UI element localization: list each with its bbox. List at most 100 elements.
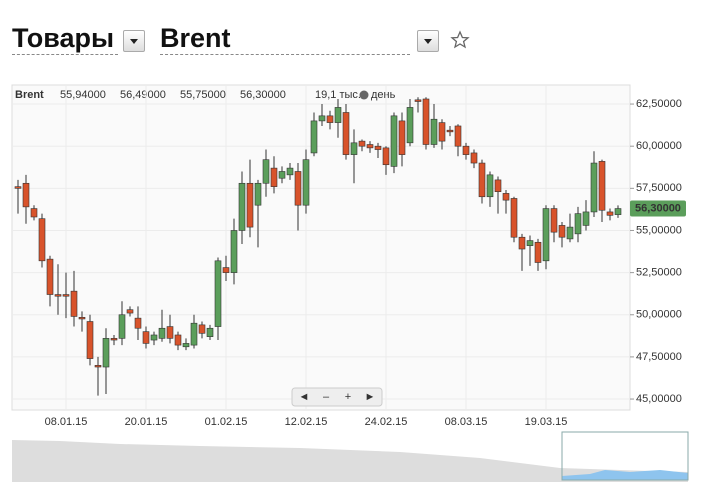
candle-body (446, 129, 454, 133)
candle-body (158, 327, 166, 339)
candle-body (246, 182, 254, 228)
candle-body (406, 107, 414, 144)
candle-body (230, 230, 238, 273)
header: Товары Brent (0, 0, 705, 70)
candle-body (142, 331, 150, 344)
category-dropdown[interactable] (123, 30, 145, 52)
candle-body (182, 343, 190, 348)
candle-body (374, 145, 382, 150)
candle-body (510, 198, 518, 238)
candle-body (366, 144, 374, 149)
navigator-area (12, 440, 688, 482)
candle-body (494, 179, 502, 193)
candle-body (590, 162, 598, 213)
info-name: Brent (15, 89, 44, 101)
plot-area (11, 84, 631, 411)
candle-body (30, 208, 38, 218)
candle-body (454, 125, 462, 147)
navigator-window[interactable] (561, 431, 689, 481)
y-tick-label: 55,00000 (636, 224, 682, 236)
instrument-title: Brent (160, 22, 410, 55)
candle-body (462, 145, 470, 155)
candle-body (550, 208, 558, 233)
candle-body (518, 236, 526, 250)
candle-body (70, 290, 78, 317)
x-tick-label: 08.03.15 (445, 416, 488, 428)
candle-body (238, 182, 246, 231)
candle-body (118, 314, 126, 339)
candle-body (46, 258, 54, 295)
candle-body (326, 115, 334, 123)
candle-body (254, 182, 262, 206)
candle-body (390, 115, 398, 167)
candle-body (22, 182, 30, 208)
candle-body (110, 338, 118, 341)
info-value: 56,49000 (120, 89, 166, 101)
candle-body (534, 241, 542, 263)
candle-body (526, 240, 534, 246)
candle-body (190, 322, 198, 346)
candle-body (102, 338, 110, 368)
candle-body (198, 324, 206, 334)
x-tick-label: 12.02.15 (285, 416, 328, 428)
candle-body (342, 112, 350, 155)
nav-button[interactable]: – (323, 391, 330, 403)
candle-body (126, 309, 134, 314)
nav-button[interactable]: + (345, 391, 351, 403)
candle-body (614, 208, 622, 215)
candle-body (558, 225, 566, 238)
info-value: 55,94000 (60, 89, 106, 101)
candle-body (150, 334, 158, 341)
x-tick-label: 19.03.15 (525, 416, 568, 428)
candle-body (478, 162, 486, 198)
nav-button[interactable]: ◄ (299, 391, 310, 403)
candle-body (606, 211, 614, 216)
last-price-label: 56,30000 (635, 202, 681, 214)
candle-body (206, 327, 214, 337)
candle-body (78, 316, 86, 320)
candle-body (302, 159, 310, 206)
y-tick-label: 60,00000 (636, 140, 682, 152)
y-tick-label: 47,50000 (636, 351, 682, 363)
instrument-dropdown[interactable] (417, 30, 439, 52)
candle-body (470, 152, 478, 164)
y-tick-label: 52,50000 (636, 267, 682, 279)
navigator-selection-area (562, 470, 688, 480)
category-title: Товары (12, 22, 118, 55)
candle-body (574, 213, 582, 235)
candle-body (582, 211, 590, 226)
candle-body (94, 365, 102, 368)
last-price-box (630, 200, 686, 217)
candle-body (486, 174, 494, 198)
candle-body (14, 186, 22, 189)
candle-body (502, 193, 510, 201)
candle-body (398, 120, 406, 155)
candle-body (358, 140, 366, 147)
info-value: 55,75000 (180, 89, 226, 101)
info-value: 56,30000 (240, 89, 286, 101)
candle-body (566, 226, 574, 240)
period-icon (359, 90, 369, 100)
candle-body (134, 317, 142, 329)
y-tick-label: 45,00000 (636, 393, 682, 405)
candle-body (262, 159, 270, 184)
candle-body (62, 294, 70, 297)
x-tick-label: 08.01.15 (45, 416, 88, 428)
candle-body (294, 171, 302, 206)
x-tick-label: 01.02.15 (205, 416, 248, 428)
candle-body (174, 334, 182, 346)
candle-body (166, 326, 174, 339)
candle-body (38, 218, 46, 262)
nav-button[interactable]: ► (365, 391, 376, 403)
candle-body (278, 171, 286, 179)
info-period: день (371, 89, 396, 101)
candle-body (270, 167, 278, 187)
favorite-star[interactable] (450, 30, 470, 50)
candle-body (310, 120, 318, 154)
y-tick-label: 50,00000 (636, 309, 682, 321)
info-volume: 19,1 тыс. (315, 89, 361, 101)
candle-body (334, 107, 342, 123)
nav-bar (291, 387, 383, 407)
